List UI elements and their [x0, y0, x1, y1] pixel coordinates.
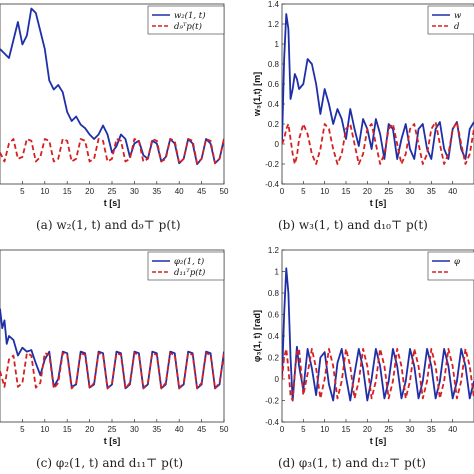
- x-tick-label: 5: [301, 187, 306, 196]
- chart-a: 5 10 15 20 25 30 35 40 45 50 t [s] w₂(1, t)d₉ᵀp(t): [0, 3, 229, 208]
- x-tick-label: 10: [40, 187, 49, 196]
- x-tick-label: 25: [108, 425, 117, 434]
- y-tick-label: 1.2: [268, 20, 280, 29]
- y-tick-label: 0.4: [268, 332, 280, 341]
- y-tick-label: 0: [275, 375, 280, 384]
- series-line-system: [0, 308, 224, 390]
- chart-b: 0 5 10 15 20 25 30 35 40 -0.4 -0.2 0 0.2 0.4 0.6 0.8 1 1.…: [252, 0, 474, 208]
- x-tick-label: 30: [406, 425, 415, 434]
- plot-frame: [281, 3, 474, 185]
- x-tick-label: 40: [448, 425, 457, 434]
- x-tick-label: 25: [384, 187, 393, 196]
- x-tick-label: 15: [342, 187, 351, 196]
- y-tick-label: -0.4: [265, 418, 279, 427]
- legend-entry: d: [454, 22, 460, 32]
- x-tick-label: 5: [301, 425, 306, 434]
- x-tick-label: 10: [40, 425, 49, 434]
- y-tick-label: -0.2: [265, 160, 279, 169]
- y-tick-label: 0.8: [268, 60, 280, 69]
- x-tick-label: 25: [108, 187, 117, 196]
- caption-b: (b) w₃(1, t) and d₁₀⊤ p(t): [278, 218, 428, 232]
- y-tick-label: 0.8: [268, 289, 280, 298]
- series-line-reference: [0, 352, 224, 390]
- x-tick-label: 40: [175, 187, 184, 196]
- x-tick-label: 40: [175, 425, 184, 434]
- x-tick-label: 50: [220, 425, 229, 434]
- x-tick-label: 45: [197, 425, 206, 434]
- x-tick-label: 45: [197, 187, 206, 196]
- legend-entry: φ₂(1, t): [174, 256, 204, 267]
- y-tick-label: 0: [275, 140, 280, 149]
- y-tick-label: -0.2: [265, 397, 279, 406]
- x-tick-label: 15: [342, 425, 351, 434]
- series-line-system: [282, 13, 474, 160]
- x-axis-label: t [s]: [104, 198, 121, 208]
- chart-d: 0 5 10 15 20 25 30 35 40 -0.4 -0.2 0 0.2 0.4 0.6 0.8 1 1.…: [252, 246, 474, 446]
- legend-entry: d₁₁ᵀp(t): [174, 267, 205, 278]
- series-line-reference: [282, 121, 474, 165]
- y-axis-label: φ₃(1, t) [rad]: [252, 310, 262, 362]
- caption-c: (c) φ₂(1, t) and d₁₁⊤ p(t): [36, 456, 184, 470]
- y-tick-label: 0.4: [268, 100, 280, 109]
- y-tick-label: -0.4: [265, 180, 279, 189]
- x-tick-label: 20: [85, 425, 94, 434]
- x-tick-label: 35: [427, 187, 436, 196]
- x-tick-label: 30: [130, 425, 139, 434]
- legend-entry: d₉ᵀp(t): [174, 21, 202, 32]
- legend-entry: w₂(1, t): [174, 10, 206, 21]
- x-tick-label: 20: [85, 187, 94, 196]
- x-tick-label: 10: [320, 187, 329, 196]
- y-tick-label: 0.2: [268, 354, 280, 363]
- x-tick-label: 30: [130, 187, 139, 196]
- x-tick-label: 40: [448, 187, 457, 196]
- x-tick-label: 35: [152, 425, 161, 434]
- y-tick-label: 0.6: [268, 80, 280, 89]
- x-tick-label: 5: [20, 187, 25, 196]
- y-tick-label: 0.6: [268, 311, 280, 320]
- y-tick-label: 1: [275, 268, 280, 277]
- x-tick-label: 20: [363, 187, 372, 196]
- x-tick-label: 0: [280, 425, 285, 434]
- x-axis-label: t [s]: [104, 436, 121, 446]
- y-tick-label: 0.2: [268, 120, 280, 129]
- series-line-reference: [282, 347, 474, 402]
- x-tick-label: 10: [320, 425, 329, 434]
- legend: wd: [427, 5, 474, 35]
- legend: φ₂(1, t)d₁₁ᵀp(t): [147, 251, 225, 281]
- x-axis-label: t [s]: [370, 436, 387, 446]
- x-tick-label: 35: [427, 425, 436, 434]
- x-tick-label: 30: [406, 187, 415, 196]
- x-tick-label: 5: [20, 425, 25, 434]
- caption-d: (d) φ₃(1, t) and d₁₂⊤ p(t): [278, 456, 426, 470]
- x-tick-label: 35: [152, 187, 161, 196]
- y-tick-label: 1.4: [268, 0, 280, 9]
- legend-entry: w: [454, 11, 462, 21]
- series-line-reference: [0, 138, 224, 165]
- series-line-system: [282, 267, 474, 402]
- legend-entry: φ: [454, 257, 460, 267]
- caption-a: (a) w₂(1, t) and d₉⊤ p(t): [36, 218, 181, 232]
- x-tick-label: 50: [220, 187, 229, 196]
- x-tick-label: 15: [63, 187, 72, 196]
- x-tick-label: 25: [384, 425, 393, 434]
- chart-c: 5 10 15 20 25 30 35 40 45 50 t [s] φ₂(1, t)d₁₁ᵀp(t): [0, 249, 229, 446]
- x-tick-label: 0: [280, 187, 285, 196]
- x-axis-label: t [s]: [370, 198, 387, 208]
- x-tick-label: 20: [363, 425, 372, 434]
- legend: w₂(1, t)d₉ᵀp(t): [147, 5, 225, 35]
- y-tick-label: 1.2: [268, 246, 280, 255]
- legend: φ: [427, 251, 474, 281]
- y-axis-label: w₃(1,t) [m]: [252, 72, 262, 117]
- x-tick-label: 15: [63, 425, 72, 434]
- y-tick-label: 1: [275, 40, 280, 49]
